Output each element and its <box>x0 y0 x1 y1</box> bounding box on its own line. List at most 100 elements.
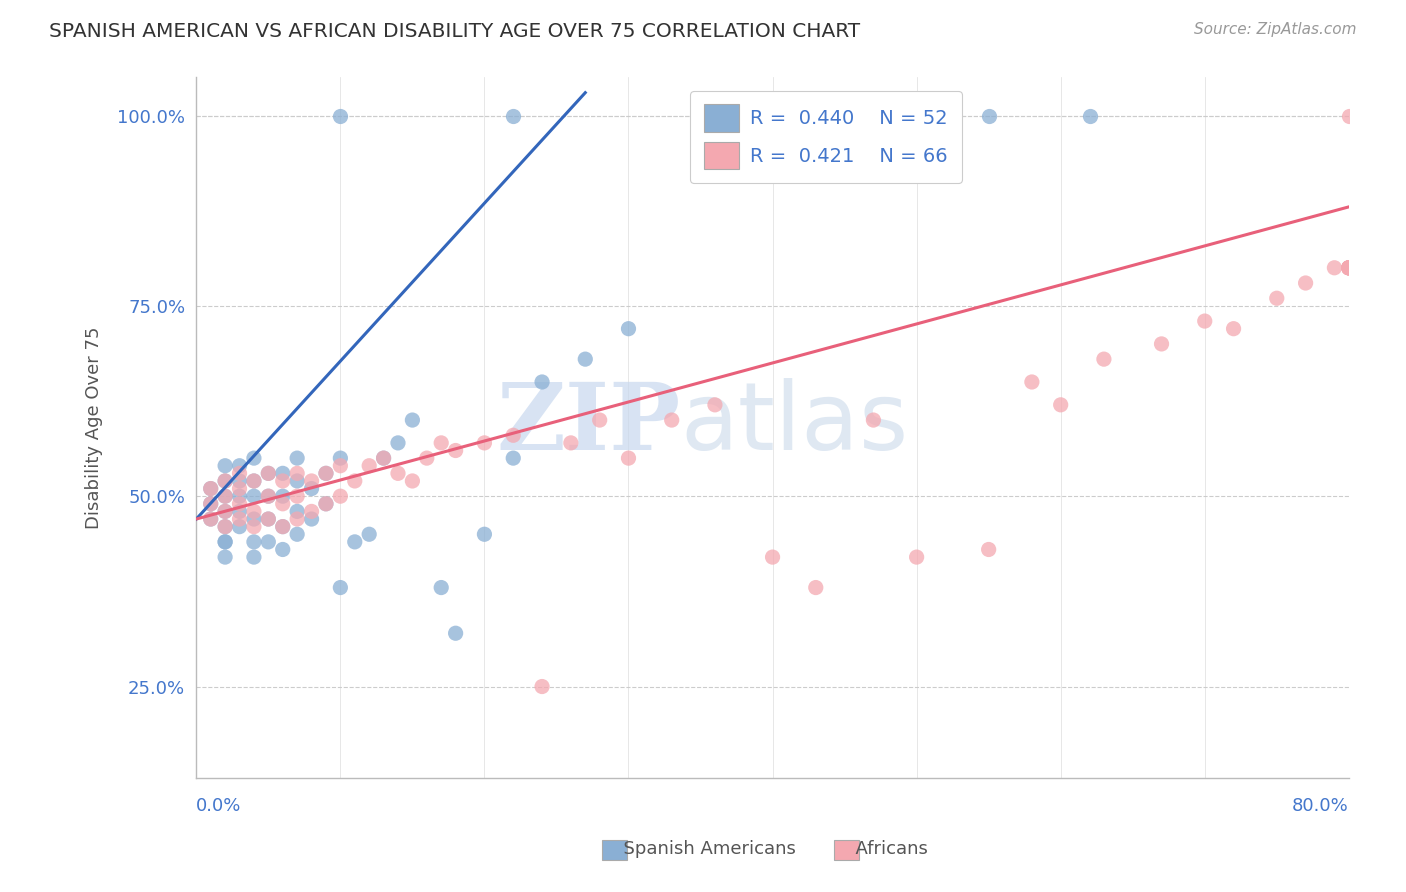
Point <box>905 108 928 122</box>
Point <box>444 626 467 640</box>
Point <box>1092 352 1115 367</box>
Point <box>343 474 366 488</box>
Text: 0.0%: 0.0% <box>197 797 242 815</box>
Point <box>315 497 337 511</box>
Point <box>214 534 236 549</box>
Point <box>329 489 352 503</box>
Point <box>1337 260 1360 275</box>
Y-axis label: Disability Age Over 75: Disability Age Over 75 <box>86 326 103 529</box>
Point <box>373 451 395 466</box>
Point <box>271 542 294 557</box>
Point <box>977 108 1000 122</box>
Point <box>329 451 352 466</box>
Point <box>589 413 612 427</box>
Text: Spanish Americans: Spanish Americans <box>612 840 796 858</box>
Point <box>315 497 337 511</box>
Point <box>703 398 725 412</box>
Point <box>531 375 554 389</box>
Point <box>301 504 323 518</box>
Point <box>257 489 280 503</box>
Text: SPANISH AMERICAN VS AFRICAN DISABILITY AGE OVER 75 CORRELATION CHART: SPANISH AMERICAN VS AFRICAN DISABILITY A… <box>49 22 860 41</box>
Point <box>214 504 236 518</box>
Point <box>243 504 266 518</box>
Point <box>200 512 222 526</box>
Point <box>617 321 640 335</box>
Text: ZIP: ZIP <box>496 379 681 469</box>
Point <box>387 436 409 450</box>
Point <box>243 451 266 466</box>
Point <box>1337 260 1360 275</box>
Point <box>214 504 236 518</box>
Point <box>502 428 524 442</box>
Point <box>430 581 453 595</box>
Point <box>243 550 266 565</box>
Point <box>387 467 409 481</box>
Point <box>214 519 236 533</box>
Point <box>1021 375 1043 389</box>
Point <box>285 467 308 481</box>
Point <box>214 474 236 488</box>
Point <box>560 436 582 450</box>
Point <box>228 474 250 488</box>
Point <box>214 519 236 533</box>
Point <box>214 489 236 503</box>
Point <box>285 474 308 488</box>
Point <box>214 489 236 503</box>
Text: atlas: atlas <box>681 378 908 470</box>
Point <box>257 467 280 481</box>
Point <box>329 108 352 122</box>
Point <box>214 474 236 488</box>
Point <box>243 474 266 488</box>
Point <box>617 451 640 466</box>
Point <box>1265 291 1288 305</box>
Point <box>315 467 337 481</box>
Point <box>401 474 423 488</box>
Point <box>228 512 250 526</box>
Point <box>574 352 596 367</box>
Point <box>228 519 250 533</box>
Point <box>257 534 280 549</box>
Text: Source: ZipAtlas.com: Source: ZipAtlas.com <box>1194 22 1357 37</box>
Point <box>257 467 280 481</box>
Point <box>214 534 236 549</box>
Point <box>1337 260 1360 275</box>
Point <box>228 458 250 473</box>
Point <box>502 451 524 466</box>
Point <box>373 451 395 466</box>
Point <box>1049 398 1071 412</box>
Point <box>1337 260 1360 275</box>
Text: Africans: Africans <box>844 840 928 858</box>
Point <box>1078 108 1101 122</box>
Point <box>343 534 366 549</box>
Point <box>228 489 250 503</box>
Point <box>200 482 222 496</box>
Point <box>243 534 266 549</box>
Point <box>804 581 827 595</box>
Point <box>200 497 222 511</box>
Point <box>1222 321 1244 335</box>
Point <box>243 474 266 488</box>
Point <box>862 413 884 427</box>
Point <box>1295 276 1317 290</box>
Point <box>531 680 554 694</box>
Point <box>444 443 467 458</box>
Text: 80.0%: 80.0% <box>1292 797 1348 815</box>
Point <box>430 436 453 450</box>
Point <box>214 550 236 565</box>
Point <box>285 504 308 518</box>
Point <box>200 497 222 511</box>
Point <box>1337 260 1360 275</box>
Point <box>271 519 294 533</box>
Point <box>285 489 308 503</box>
Point <box>359 527 381 541</box>
Point <box>502 108 524 122</box>
Point <box>301 512 323 526</box>
Point <box>329 458 352 473</box>
Point <box>285 512 308 526</box>
Point <box>285 527 308 541</box>
Point <box>416 451 439 466</box>
Point <box>905 550 928 565</box>
Point <box>301 482 323 496</box>
Point <box>228 497 250 511</box>
Point <box>474 436 496 450</box>
